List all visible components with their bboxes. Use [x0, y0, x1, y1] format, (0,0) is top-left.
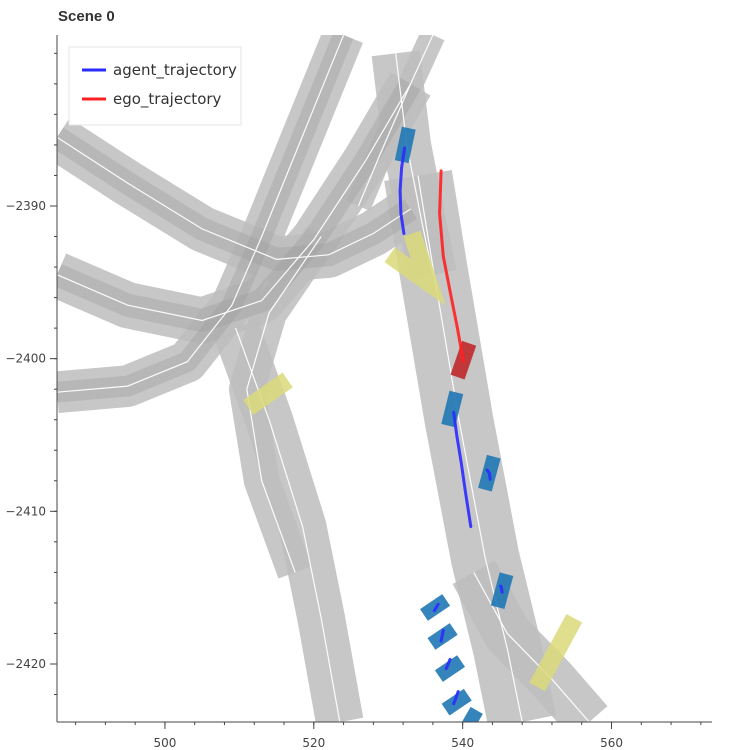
- lane-line-upper-left-arc-inner: [57, 35, 345, 393]
- x-tick-label: 540: [451, 736, 474, 750]
- lane-line-left-down-road: [235, 327, 341, 722]
- agent-box-1: [441, 390, 464, 428]
- ego-trajectory: [438, 169, 465, 364]
- axes: 500 520 540 560 −2390 −2400 −2410 −2420: [5, 35, 712, 750]
- agent-box-0: [394, 126, 416, 164]
- legend: agent_trajectory ego_trajectory: [68, 46, 242, 126]
- y-tick-label: −2410: [5, 504, 46, 518]
- x-tick-label: 520: [302, 736, 325, 750]
- agent-trajectory-0: [398, 146, 407, 235]
- agent-trajectory-5: [439, 628, 445, 643]
- agent-trajectory-1: [452, 410, 473, 529]
- chart-title: Scene 0: [58, 8, 115, 25]
- lane-line-upper-left-arc-mid: [57, 83, 412, 322]
- crosswalk-upper: [384, 230, 446, 306]
- legend-ego-label: ego_trajectory: [113, 90, 222, 109]
- y-tick-label: −2390: [5, 199, 46, 213]
- lane-line-left-turn-arc: [246, 236, 322, 573]
- y-tick-label: −2400: [5, 352, 46, 366]
- y-tick-label: −2420: [5, 657, 46, 671]
- legend-box: [68, 46, 242, 126]
- x-tick-label: 500: [153, 736, 176, 750]
- x-tick-label: 560: [600, 736, 623, 750]
- lane-line-upper-left-arc-outer: [57, 136, 411, 261]
- agent-trajectory-2: [485, 468, 492, 481]
- agent-trajectory-3: [499, 584, 504, 594]
- agent-trajectory-7: [452, 690, 460, 706]
- crosswalk-left: [243, 372, 293, 415]
- agent-box-6: [434, 655, 466, 682]
- lane-line-right-lower-branch: [473, 572, 590, 722]
- agent-box-7: [441, 688, 472, 716]
- crosswalk-right: [529, 613, 583, 692]
- plot-area: [57, 35, 608, 722]
- agent-trajectory-4: [432, 602, 440, 613]
- lane-line-top-right-connector: [357, 35, 434, 207]
- lane-line-main-road: [417, 175, 523, 722]
- agent-trajectory-6: [444, 657, 452, 671]
- legend-agent-label: agent_trajectory: [113, 61, 237, 80]
- lane-line-main-upper: [395, 53, 434, 275]
